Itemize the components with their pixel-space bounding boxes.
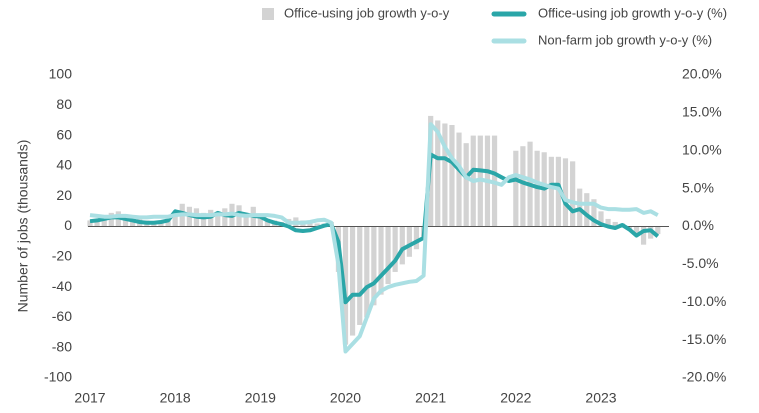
y-tick-label: -60 [52, 308, 72, 324]
bar [399, 226, 405, 265]
legend-label: Office-using job growth y-o-y (%) [538, 5, 727, 20]
y-tick-label: 20 [56, 187, 72, 203]
y-tick-label: -80 [52, 338, 72, 354]
bar [87, 220, 93, 227]
bar [385, 226, 391, 285]
bar [548, 156, 554, 227]
bar [456, 132, 462, 227]
x-tick-label: 2020 [330, 390, 361, 406]
x-tick-label: 2022 [500, 390, 531, 406]
y2-tick-label: 0.0% [682, 217, 714, 233]
bar [243, 212, 249, 227]
y2-tick-label: 15.0% [682, 104, 722, 120]
y2-tick-label: -15.0% [682, 331, 726, 347]
y2-tick-label: -5.0% [682, 255, 719, 271]
legend-label: Office-using job growth y-o-y [284, 5, 450, 20]
y-tick-label: 100 [49, 66, 73, 82]
bar [392, 226, 398, 272]
bar [94, 218, 100, 227]
bar [442, 123, 448, 227]
y-tick-label: -20 [52, 248, 72, 264]
y2-tick-label: 20.0% [682, 66, 722, 82]
bar [605, 218, 611, 227]
bar [172, 211, 178, 227]
bar [584, 193, 590, 227]
bar [314, 223, 320, 227]
y-tick-label: 0 [64, 217, 72, 233]
bar [264, 218, 271, 227]
bar [413, 226, 420, 250]
bar [449, 124, 455, 227]
y2-tick-label: 10.0% [682, 141, 722, 157]
bar [591, 199, 597, 227]
bar [371, 226, 377, 306]
legend-swatch [262, 8, 274, 20]
bar [215, 214, 221, 227]
y2-tick-label: -10.0% [682, 293, 726, 309]
bar [357, 226, 363, 325]
bar [378, 226, 384, 295]
legend-label: Non-farm job growth y-o-y (%) [538, 32, 712, 47]
bar [406, 226, 412, 257]
y2-tick-label: -20.0% [682, 369, 726, 385]
x-tick-label: 2021 [415, 390, 446, 406]
bar [562, 158, 569, 227]
bar [633, 226, 640, 235]
x-tick-label: 2019 [245, 390, 276, 406]
bar [435, 120, 441, 227]
y-tick-label: -100 [44, 369, 72, 385]
x-tick-label: 2023 [585, 390, 616, 406]
y2-tick-label: 5.0% [682, 179, 714, 195]
y-tick-label: 60 [56, 126, 72, 142]
x-tick-label: 2017 [74, 390, 105, 406]
bar [598, 211, 604, 227]
bar [307, 221, 313, 227]
bar [222, 208, 228, 227]
bar [101, 215, 107, 227]
bar [364, 226, 370, 318]
bar [570, 161, 576, 227]
y-tick-label: -40 [52, 278, 72, 294]
bar [513, 150, 519, 227]
x-tick-label: 2018 [160, 390, 191, 406]
bar [612, 221, 618, 227]
y-tick-label: 80 [56, 96, 72, 112]
y-tick-label: 40 [56, 157, 72, 173]
bar [349, 226, 356, 336]
y-axis-title: Number of jobs (thousands) [15, 140, 31, 313]
bar [200, 212, 207, 227]
bar [257, 214, 263, 227]
bar [655, 226, 661, 235]
line-series [89, 122, 659, 354]
bar [463, 143, 469, 227]
bar [108, 212, 114, 227]
bar [520, 146, 526, 227]
bar [640, 226, 647, 245]
